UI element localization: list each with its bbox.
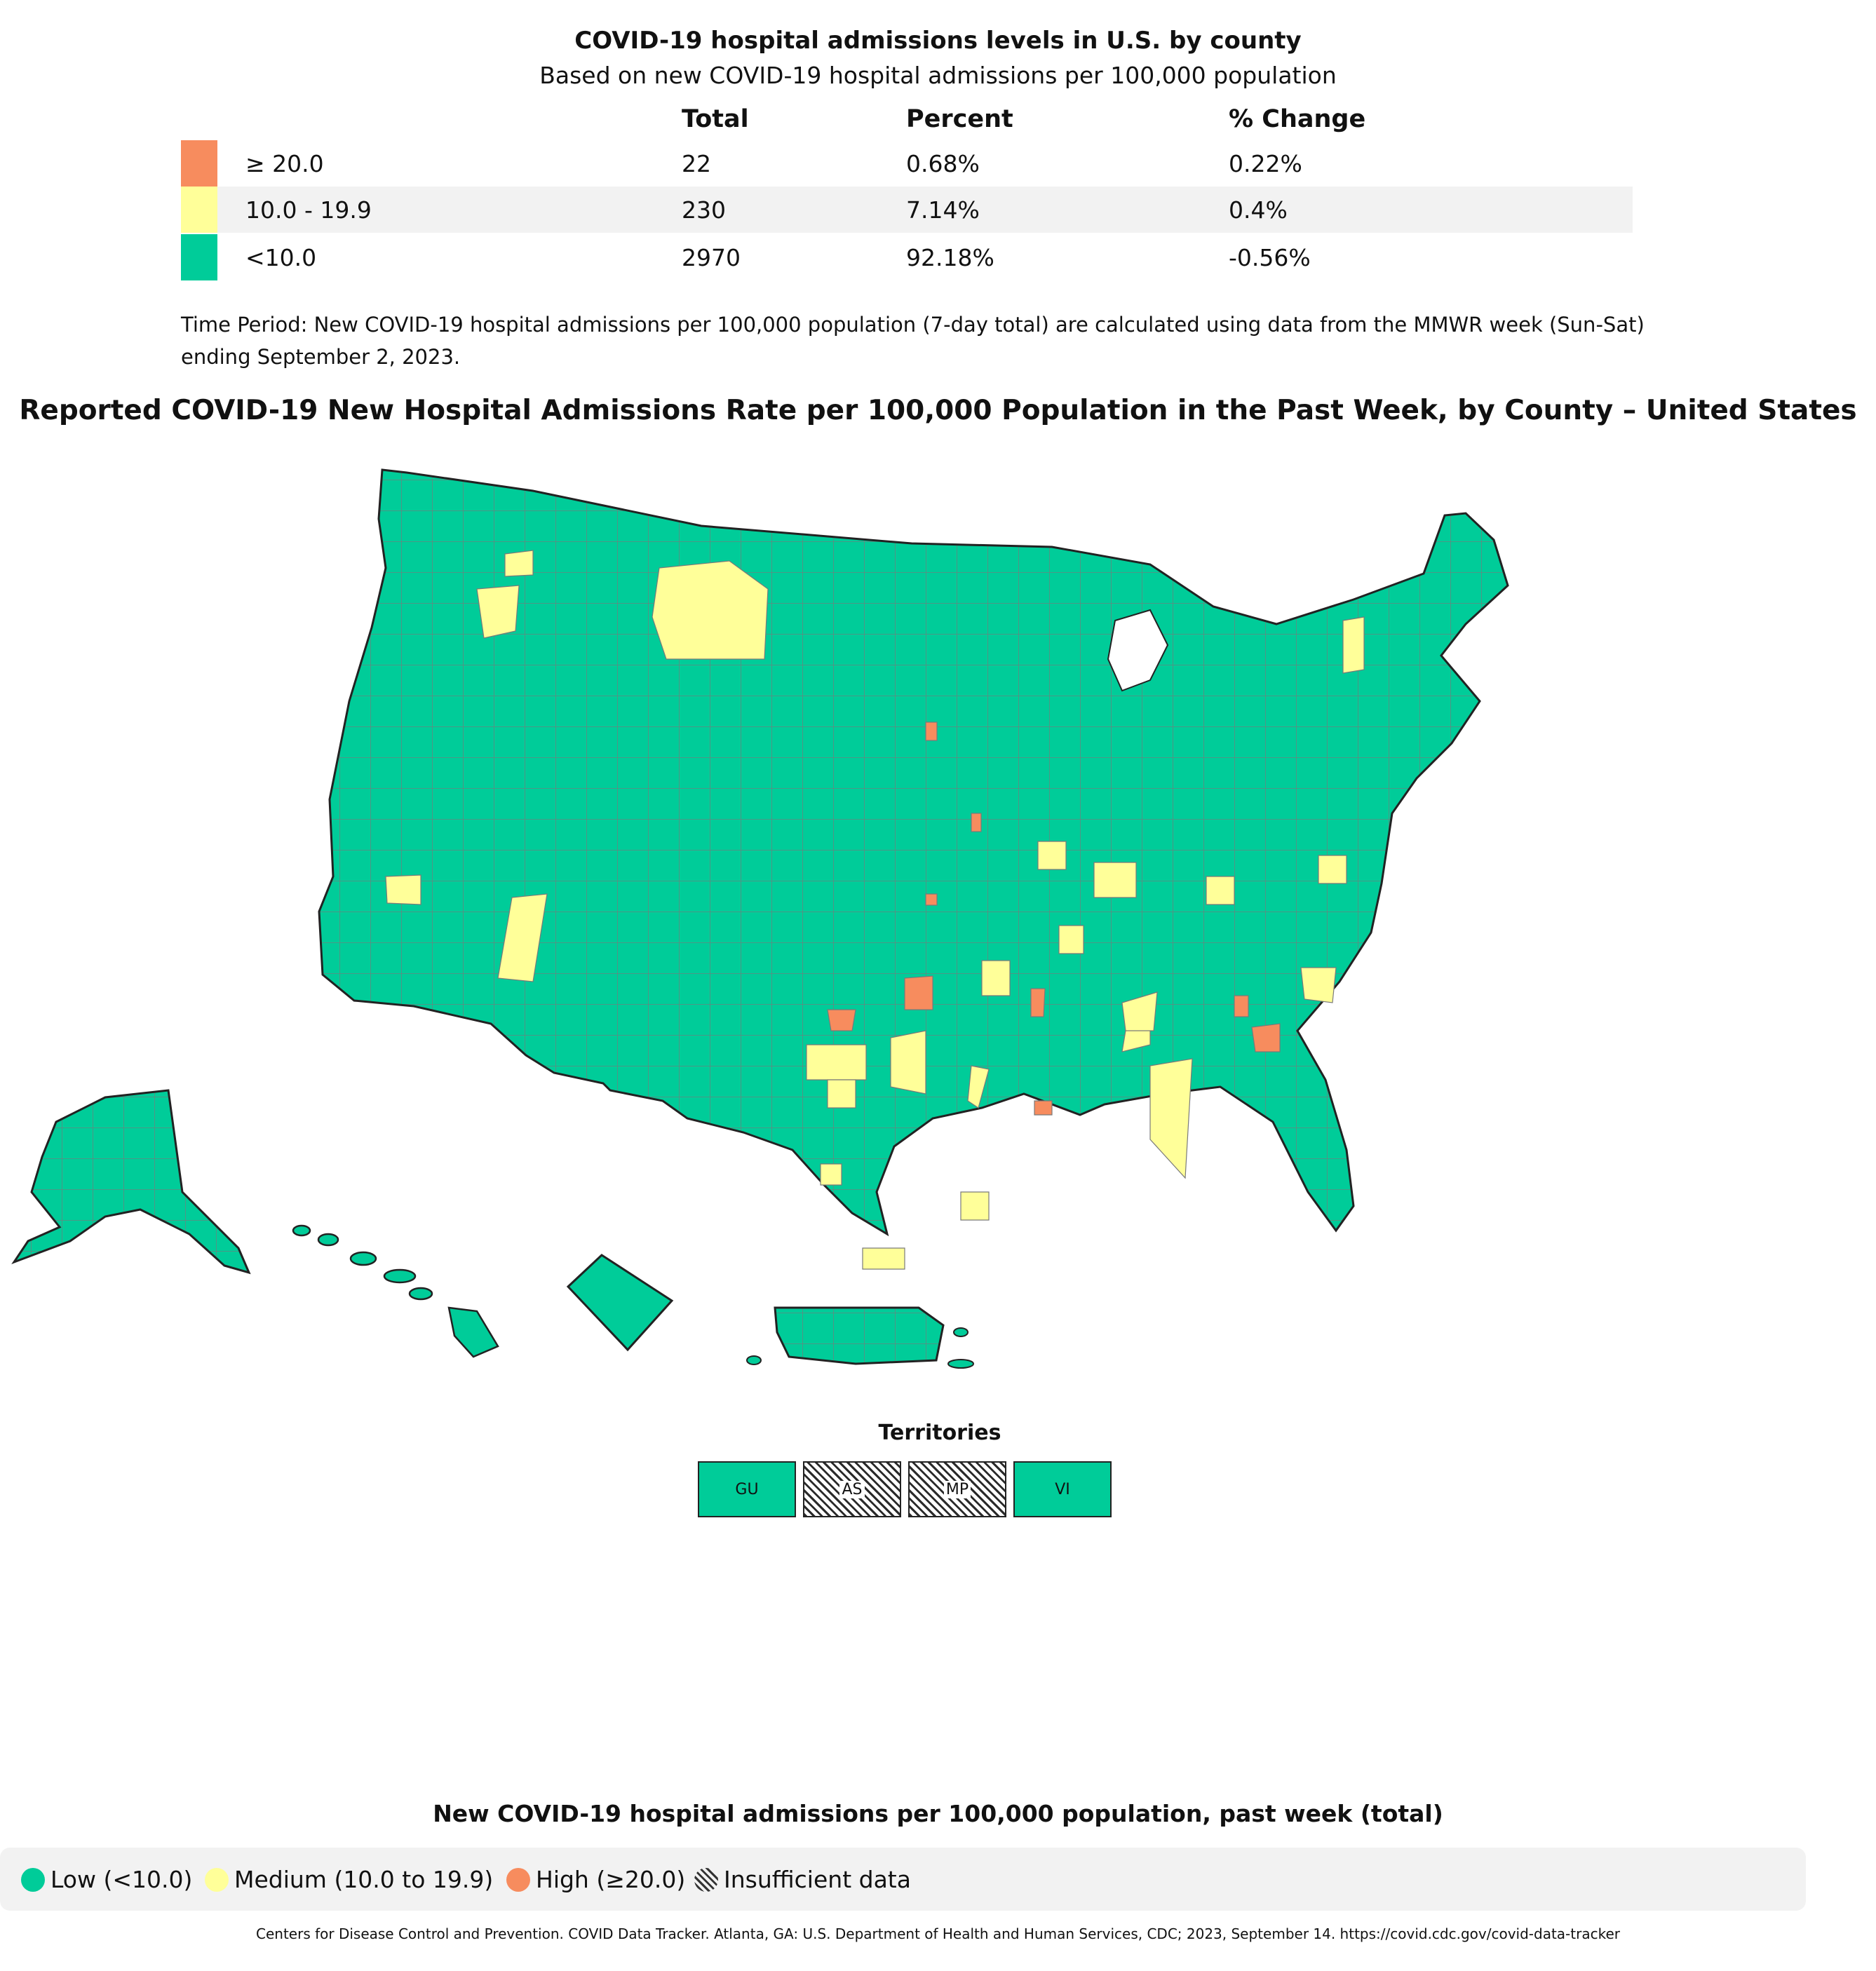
legend-item-low[interactable]: Low (<10.0) [21,1866,192,1893]
level-swatch-high [181,140,217,187]
level-total: 22 [682,150,711,177]
territories-label: Territories [878,1421,1001,1445]
legend-label: Insufficient data [724,1866,911,1893]
level-range: ≥ 20.0 [245,150,324,177]
legend-hatch-icon [694,1867,718,1892]
legend-dot-medium-icon [205,1867,229,1892]
legend-item-medium[interactable]: Medium (10.0 to 19.9) [205,1866,493,1893]
legend-label: Medium (10.0 to 19.9) [234,1866,494,1893]
level-row-high: ≥ 20.0 22 0.68% 0.22% [181,140,1633,187]
level-change: 0.4% [1229,196,1288,224]
legend-title: New COVID-19 hospital admissions per 100… [433,1800,1443,1827]
great-lakes [1107,609,1169,692]
level-total: 230 [682,196,726,224]
puerto-rico-shape [774,1306,945,1365]
level-total: 2970 [682,244,741,271]
level-swatch-medium [181,187,217,233]
level-percent: 92.18% [906,244,994,271]
level-range: <10.0 [245,244,317,271]
territory-code: VI [1055,1480,1070,1498]
level-percent: 7.14% [906,196,980,224]
column-header-change: % Change [1229,105,1366,133]
legend-label: Low (<10.0) [50,1866,193,1893]
legend-item-insufficient[interactable]: Insufficient data [694,1866,911,1893]
summary-title: COVID-19 hospital admissions levels in U… [574,27,1302,55]
territory-code: GU [735,1480,759,1498]
hawaii-shape [292,1224,499,1358]
level-row-low: <10.0 2970 92.18% -0.56% [181,234,1633,280]
alaska-shape [11,1089,251,1275]
map-title: Reported COVID-19 New Hospital Admission… [19,395,1857,426]
summary-subtitle: Based on new COVID-19 hospital admission… [539,62,1337,89]
territory-code: AS [839,1480,865,1498]
territory-as-box[interactable]: AS [803,1461,901,1517]
legend-item-high[interactable]: High (≥20.0) [506,1866,685,1893]
time-period-note: Time Period: New COVID-19 hospital admis… [181,313,1645,369]
territory-mp-box[interactable]: MP [908,1461,1006,1517]
level-row-medium: 10.0 - 19.9 230 7.14% 0.4% [181,187,1633,233]
column-header-percent: Percent [906,105,1013,133]
territory-vi-box[interactable]: VI [1013,1461,1112,1517]
us-county-map[interactable] [0,449,1876,1388]
level-change: -0.56% [1229,244,1311,271]
territory-code: MP [943,1480,971,1498]
level-change: 0.22% [1229,150,1302,177]
column-header-total: Total [682,105,749,133]
contiguous-us-shape [318,468,1509,1237]
medium-county-clusters [385,550,1365,1270]
legend-dot-low-icon [21,1867,45,1892]
legend-label: High (≥20.0) [536,1866,686,1893]
high-county-clusters [827,722,1281,1116]
level-range: 10.0 - 19.9 [245,196,372,224]
source-citation: Centers for Disease Control and Preventi… [256,1925,1620,1942]
level-percent: 0.68% [906,150,980,177]
level-swatch-low [181,234,217,280]
legend-dot-high-icon [506,1867,530,1892]
territory-gu-box[interactable]: GU [698,1461,796,1517]
dc-inset-shape [566,1254,674,1352]
legend-bar: Low (<10.0) Medium (10.0 to 19.9) High (… [0,1848,1806,1911]
